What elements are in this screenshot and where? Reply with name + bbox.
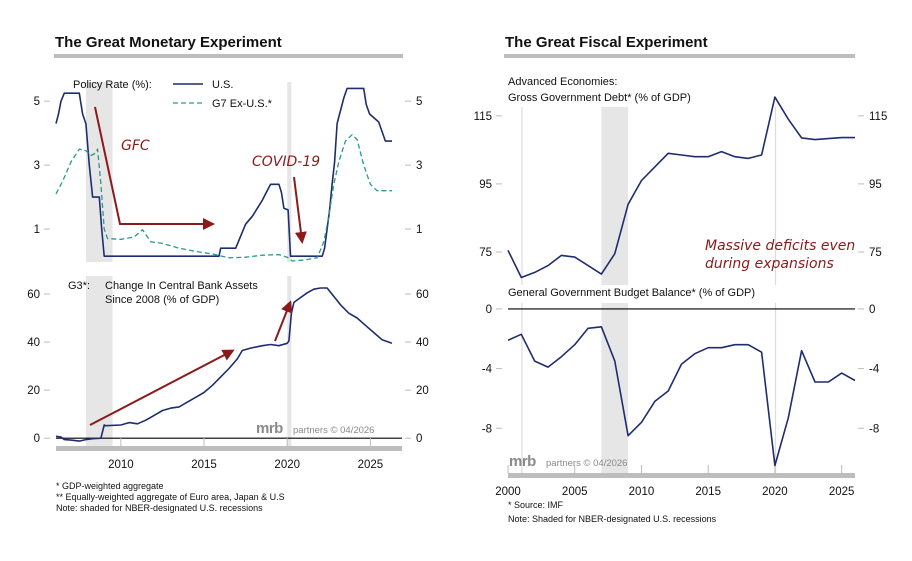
annotation-deficits-2: during expansions [705,256,834,272]
y-tick-label-left: 95 [479,179,492,191]
series-line-u-s [55,87,392,258]
recession-shade [521,107,523,285]
y-tick-label-left: 3 [34,160,40,172]
y-tick-label-right: 60 [416,289,429,301]
budget-balance-chart: 0 0 -4 -4 -8 -8 2000 2005 2010 2015 2020 2025 [482,303,880,498]
left-watermark-text: partners © 04/2026 [293,425,374,436]
y-tick-label-right: 1 [416,224,422,236]
qe-arrow [89,349,235,426]
y-tick-label-right: 95 [869,179,882,191]
annotation-gfc: GFC [121,138,150,154]
y-tick-label-left: 1 [34,224,40,236]
left-title-rule [54,54,403,58]
left-footnote-3: Note: shaded for NBER-designated U.S. re… [56,503,263,513]
y-tick-label-right: 40 [416,337,429,349]
y-tick-label-right: -8 [869,423,879,435]
y-tick-label-right: -4 [869,364,880,376]
right-title-rule [504,54,855,58]
y-tick-label-left: 40 [27,337,40,349]
recession-shade [521,303,523,474]
series-line-g7-ex-u-s [55,134,392,262]
recession-shade [287,276,292,448]
right-watermark-logo: mrb [509,453,536,470]
y-tick-label-left: 115 [474,111,492,123]
x-tick-label: 2015 [191,459,217,471]
debt-label-line2: Gross Government Debt* (% of GDP) [508,92,691,104]
left-footnote-1: * GDP-weighted aggregate [56,481,164,491]
policy-rate-label: Policy Rate (%): [73,79,152,91]
right-footnote-1: * Source: IMF [508,500,564,510]
y-tick-label-left: 75 [479,247,492,259]
x-tick-label: 2020 [274,459,300,471]
x-tick-label: 2015 [695,486,721,498]
y-tick-label-left: 0 [34,433,40,445]
y-tick-label-right: 75 [869,247,882,259]
series-line-general-government-budget-balance-of-gdp [507,325,856,467]
gfc-arrow [94,106,215,230]
annotation-deficits-1: Massive deficits even [705,238,855,254]
right-watermark-text: partners © 04/2026 [546,458,627,469]
g3-prefix: G3*: [68,280,90,292]
recession-shade [774,303,777,474]
y-tick-label-right: 20 [416,385,429,397]
y-tick-label-left: 60 [27,289,40,301]
legend-g7-label: G7 Ex-U.S.* [212,98,273,110]
y-tick-label-left: -8 [482,423,492,435]
left-footnote-2: ** Equally-weighted aggregate of Euro ar… [56,492,285,502]
y-tick-label-right: 115 [869,111,887,123]
legend-us-label: U.S. [212,79,233,91]
recession-shade [287,82,292,262]
x-tick-label: 2010 [629,486,655,498]
debt-label-line1: Advanced Economies: [508,76,617,88]
series-line-g3-central-bank-assets [55,287,393,442]
cb-assets-label-line2: Since 2008 (% of GDP) [105,294,219,306]
x-tick-label: 2020 [762,486,788,498]
x-tick-label: 2005 [562,486,588,498]
x-tick-label: 2025 [358,459,384,471]
x-axis-bar [56,446,402,451]
x-tick-label: 2025 [829,486,855,498]
y-tick-label-right: 0 [869,304,875,316]
recession-shade [601,107,629,285]
recession-shade [774,107,777,285]
annotation-covid: COVID-19 [252,154,320,170]
left-title: The Great Monetary Experiment [55,34,282,51]
cb-assets-label-line1: Change In Central Bank Assets [105,280,258,292]
y-tick-label-left: 20 [27,385,40,397]
x-tick-label: 2010 [108,459,134,471]
x-axis-bar [508,473,855,478]
gross-debt-chart: 75 75 95 95 115 115 [474,96,887,285]
y-tick-label-left: 0 [486,304,492,316]
x-tick-label: 2000 [495,486,521,498]
covid-arrow [293,176,307,244]
recession-shade [601,303,629,474]
covid-qe-arrow [274,300,293,342]
y-tick-label-right: 5 [416,96,422,108]
left-watermark-logo: mrb [256,420,283,437]
y-tick-label-right: 0 [416,433,422,445]
y-tick-label-right: 3 [416,160,422,172]
budget-label: General Government Budget Balance* (% of… [508,287,755,299]
right-title: The Great Fiscal Experiment [505,34,708,51]
y-tick-label-left: 5 [34,96,40,108]
series-line-advanced-economies-gross-government-debt-of-gdp [507,96,855,279]
right-footnote-2: Note: Shaded for NBER-designated U.S. re… [508,514,717,524]
y-tick-label-left: -4 [482,364,493,376]
